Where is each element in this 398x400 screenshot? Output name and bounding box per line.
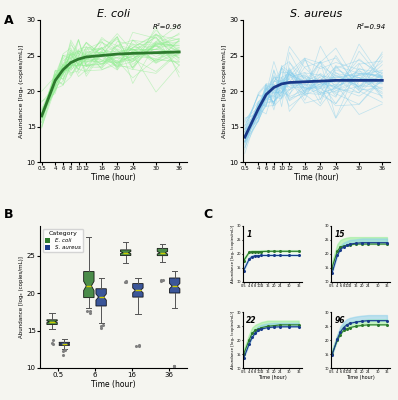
PathPatch shape: [121, 250, 131, 256]
X-axis label: Time (hour): Time (hour): [91, 380, 136, 388]
Text: 22: 22: [246, 316, 257, 325]
PathPatch shape: [84, 272, 94, 298]
Y-axis label: Abundance [logₑ (copies/mL)]: Abundance [logₑ (copies/mL)]: [222, 44, 227, 138]
Point: [158, 277, 164, 283]
Legend: E. coli, S. aureus: E. coli, S. aureus: [43, 229, 83, 252]
Y-axis label: Abundance [logₑ (copies/mL)]: Abundance [logₑ (copies/mL)]: [19, 256, 24, 338]
Point: [170, 362, 177, 369]
Point: [86, 310, 93, 316]
Point: [100, 322, 106, 328]
Point: [84, 308, 90, 315]
PathPatch shape: [170, 278, 180, 293]
Point: [136, 343, 142, 349]
X-axis label: Time (hour): Time (hour): [346, 376, 375, 380]
Text: R²=0.96: R²=0.96: [153, 24, 183, 30]
Point: [136, 342, 142, 348]
PathPatch shape: [96, 289, 106, 306]
PathPatch shape: [47, 320, 57, 324]
Point: [160, 277, 166, 283]
Point: [171, 362, 177, 369]
Point: [60, 348, 66, 354]
PathPatch shape: [59, 342, 70, 346]
Y-axis label: Abundance [logₑ (copies/mL)]: Abundance [logₑ (copies/mL)]: [19, 44, 24, 138]
Y-axis label: Abundance [logₑ (copies/mL)]: Abundance [logₑ (copies/mL)]: [231, 311, 235, 369]
Text: 96: 96: [335, 316, 345, 325]
Title: S. aureus: S. aureus: [290, 9, 343, 19]
Title: E. coli: E. coli: [97, 9, 130, 19]
PathPatch shape: [133, 284, 143, 297]
Text: B: B: [4, 208, 14, 221]
Text: R²=0.94: R²=0.94: [356, 24, 386, 30]
Text: C: C: [203, 208, 212, 221]
Text: 15: 15: [335, 230, 345, 239]
Point: [123, 278, 129, 284]
Text: 1: 1: [246, 230, 252, 239]
Point: [122, 279, 129, 285]
Point: [98, 322, 104, 329]
Y-axis label: Abundance [logₑ (copies/mL)]: Abundance [logₑ (copies/mL)]: [231, 225, 235, 283]
Point: [49, 337, 56, 343]
Point: [62, 347, 68, 354]
Point: [98, 325, 104, 332]
Point: [158, 278, 164, 284]
X-axis label: Time (hour): Time (hour): [294, 172, 339, 182]
X-axis label: Time (hour): Time (hour): [91, 172, 136, 182]
PathPatch shape: [157, 248, 168, 256]
Point: [50, 341, 56, 347]
Point: [49, 340, 55, 346]
Point: [123, 278, 129, 285]
Text: A: A: [4, 14, 14, 27]
Point: [60, 352, 66, 358]
Point: [87, 308, 93, 314]
Point: [171, 363, 178, 370]
X-axis label: Time (hour): Time (hour): [258, 376, 287, 380]
Point: [133, 343, 140, 350]
